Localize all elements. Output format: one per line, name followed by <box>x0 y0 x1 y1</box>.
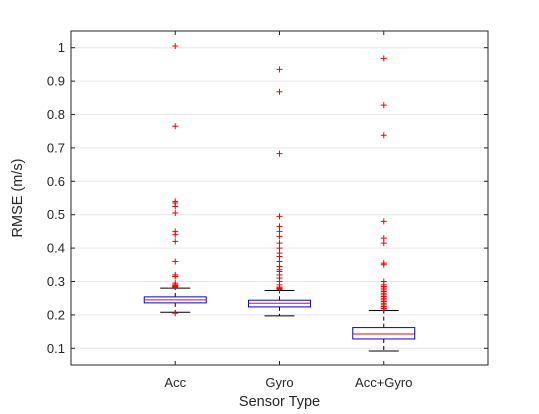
y-tick-label: 0.8 <box>47 107 65 122</box>
box-plot-acc-gyro <box>352 55 416 352</box>
outlier-marker <box>380 132 387 139</box>
outlier-marker <box>172 238 179 245</box>
outlier-marker <box>172 310 179 317</box>
y-tick-label: 0.5 <box>47 207 65 222</box>
outlier-marker <box>380 261 387 268</box>
outlier-marker <box>276 88 283 95</box>
iqr-box <box>352 327 416 340</box>
outlier-marker <box>172 43 179 50</box>
outlier-marker <box>276 286 283 293</box>
outlier-marker <box>380 218 387 225</box>
outlier-marker <box>276 240 283 247</box>
outlier-marker <box>380 240 387 247</box>
outlier-marker <box>172 203 179 210</box>
outlier-marker <box>172 123 179 130</box>
outlier-marker <box>276 150 283 157</box>
outlier-marker <box>276 253 283 260</box>
y-axis-ticks: 0.1 0.2 0.3 0.4 0.5 0.6 0.7 0.8 0.9 1 <box>47 40 488 356</box>
outlier-marker <box>380 55 387 62</box>
y-tick-label: 0.7 <box>47 140 65 155</box>
x-axis-ticks: Acc Gyro Acc+Gyro <box>164 31 412 390</box>
x-tick-label: Gyro <box>265 375 293 390</box>
outlier-marker <box>276 258 283 265</box>
y-tick-label: 0.9 <box>47 74 65 89</box>
y-tick-label: 0.2 <box>47 307 65 322</box>
outlier-marker <box>276 245 283 252</box>
y-tick-label: 0.3 <box>47 274 65 289</box>
outlier-marker <box>172 284 179 291</box>
outlier-marker <box>172 258 179 265</box>
outlier-marker <box>380 235 387 242</box>
y-tick-label: 0.4 <box>47 241 65 256</box>
outlier-marker <box>172 210 179 217</box>
outlier-marker <box>276 66 283 73</box>
x-tick-label: Acc+Gyro <box>355 375 412 390</box>
y-axis-title: RMSE (m/s) <box>10 159 26 238</box>
outlier-marker <box>276 213 283 220</box>
outlier-marker <box>276 223 283 230</box>
outlier-marker <box>380 102 387 109</box>
outlier-marker <box>380 305 387 312</box>
y-tick-label: 0.6 <box>47 174 65 189</box>
outlier-marker <box>276 233 283 240</box>
x-axis-title: Sensor Type <box>239 394 320 410</box>
y-tick-label: 1 <box>58 40 65 55</box>
box-plot-gyro <box>248 66 311 317</box>
outlier-marker <box>172 231 179 238</box>
box-plot-acc <box>143 43 207 317</box>
outlier-marker <box>172 273 179 280</box>
x-tick-label: Acc <box>164 375 186 390</box>
outlier-marker <box>276 228 283 235</box>
y-tick-label: 0.1 <box>47 341 65 356</box>
box-plots <box>143 43 416 352</box>
